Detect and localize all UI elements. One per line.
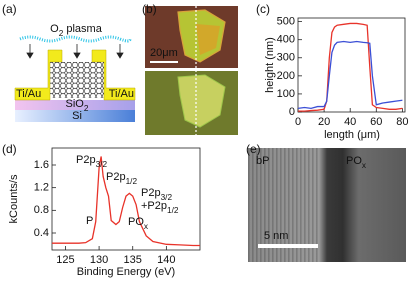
annotation-part: +P2p	[141, 200, 167, 212]
plasma-label: O2 plasma	[50, 23, 103, 38]
x-tick-label: 80	[396, 116, 408, 128]
y-tick-label: 200	[277, 70, 295, 82]
plasma-cloud	[19, 35, 132, 43]
substrate-layer	[15, 110, 135, 122]
plasma-label-part: 2	[59, 29, 64, 38]
x-tick-label: 125	[56, 254, 74, 266]
substrate-label: Si	[72, 110, 82, 122]
panel-label: (e)	[246, 142, 261, 156]
schematic	[14, 35, 136, 122]
panel-label: (d)	[2, 142, 17, 156]
x-axis-label: Binding Energy (eV)	[77, 266, 175, 278]
y-tick-label: 500	[277, 16, 295, 28]
plasma-arrows	[26, 44, 124, 59]
annotation-part: 1/2	[126, 177, 138, 186]
data-line	[298, 22, 403, 112]
plot-frame	[51, 147, 201, 251]
annotation-part: 1/2	[167, 206, 179, 215]
x-tick-label: 40	[344, 116, 356, 128]
plot-frame	[297, 17, 406, 113]
y-tick-label: 0.8	[34, 204, 49, 216]
annotation-part: P2p	[106, 171, 126, 183]
oxide-label-part: SiO	[66, 98, 85, 110]
x-axis-label: length (μm)	[324, 129, 380, 141]
y-tick-label: 300	[277, 52, 295, 64]
annotation: +P2p1/2	[141, 200, 179, 215]
micrograph-scale-label: 20μm	[150, 47, 178, 59]
annotation-part: P2p	[76, 154, 96, 166]
tem-right-label: POx	[346, 155, 367, 170]
plasma-label-part: O	[50, 23, 59, 35]
x-tick-label: 130	[90, 254, 108, 266]
black-phosphorus	[50, 62, 104, 98]
tem-right-label-part: PO	[346, 155, 362, 167]
annotation-part: 3/2	[161, 193, 173, 202]
annotation-part: P	[86, 215, 93, 227]
plasma-label-part: plasma	[63, 23, 102, 35]
lattice-fringes	[248, 148, 320, 262]
x-tick-label: 60	[370, 116, 382, 128]
panel-label: (b)	[142, 2, 157, 16]
contact-left-label: Ti/Au	[16, 88, 41, 100]
annotation: P2p3/2	[76, 154, 107, 169]
data-line	[52, 156, 200, 247]
annotation-part: x	[144, 222, 149, 231]
y-axis-label: kCounts/s	[8, 174, 20, 223]
tem-right-label-part: x	[362, 161, 367, 170]
y-tick-label: 0.4	[34, 227, 49, 239]
contact-right-label: Ti/Au	[109, 88, 134, 100]
x-tick-label: 135	[124, 254, 142, 266]
panel-label: (c)	[256, 2, 270, 16]
panel-label: (a)	[2, 2, 17, 16]
annotation: POx	[128, 216, 149, 231]
annotation: P2p1/2	[106, 171, 137, 186]
tem-scale-bar	[258, 244, 318, 248]
y-tick-label: 0	[289, 106, 295, 118]
oxide-layer	[15, 100, 135, 110]
oxide-label: SiO2	[66, 98, 89, 113]
x-tick-label: 140	[157, 254, 175, 266]
y-tick-label: 400	[277, 34, 295, 46]
flake-thick	[196, 24, 220, 55]
y-axis-label: height (nm)	[264, 37, 276, 93]
tem-left-label: bP	[256, 155, 269, 167]
annotation: P2p3/2	[141, 187, 172, 202]
y-tick-label: 100	[277, 88, 295, 100]
micrographs	[145, 6, 238, 135]
flake-after	[177, 74, 226, 128]
annotation-part: PO	[128, 216, 144, 228]
data-line	[297, 40, 403, 110]
y-tick-label: 1.6	[34, 159, 49, 171]
x-tick-label: 0	[295, 116, 301, 128]
annotation-part: 3/2	[96, 160, 108, 169]
annotation-part: P2p	[141, 187, 161, 199]
y-tick-label: 1.2	[34, 182, 49, 194]
annotation: P	[86, 215, 93, 227]
tem-scale-label: 5 nm	[264, 230, 288, 242]
oxide-label-part: 2	[84, 104, 89, 113]
x-tick-label: 20	[318, 116, 330, 128]
tem-image	[248, 148, 406, 262]
